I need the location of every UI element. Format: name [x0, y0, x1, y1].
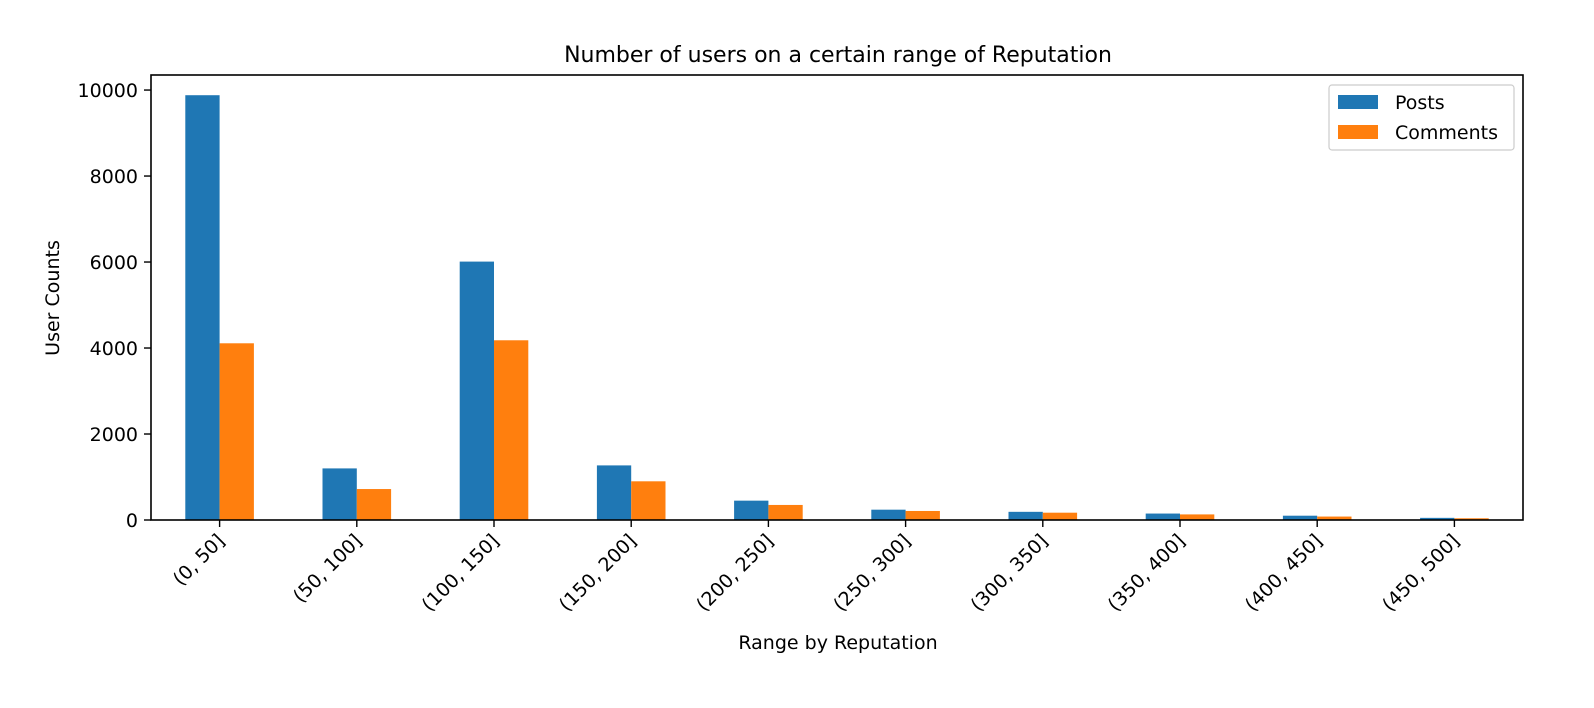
x-tick-label: (50, 100] — [289, 530, 366, 607]
bar-posts-1 — [322, 468, 357, 520]
bar-posts-3 — [596, 465, 632, 520]
bars-layer — [185, 95, 1489, 520]
bar-comments-5 — [905, 510, 940, 520]
bar-posts-7 — [1145, 513, 1180, 520]
y-tick-label: 10000 — [78, 80, 138, 102]
x-tick-label: (300, 350] — [966, 530, 1052, 616]
x-tick-label: (400, 450] — [1241, 530, 1327, 616]
chart-title: Number of users on a certain range of Re… — [564, 43, 1112, 68]
bar-posts-4 — [734, 500, 769, 520]
legend-swatch-comments — [1338, 125, 1378, 139]
x-axis: (0, 50] (50, 100] (100, 150] (150, 200] (200… — [169, 520, 1464, 616]
y-tick-label: 6000 — [90, 252, 138, 274]
y-axis: 0 2000 4000 6000 8000 10000 — [78, 80, 151, 532]
bar-comments-9 — [1454, 518, 1489, 520]
legend-label-posts: Posts — [1395, 92, 1445, 114]
x-tick-label: (100, 150] — [418, 530, 504, 616]
x-axis-title: Range by Reputation — [738, 632, 937, 654]
bar-comments-3 — [631, 481, 666, 520]
bar-comments-0 — [219, 343, 254, 520]
y-axis-title: User Counts — [42, 240, 64, 356]
bar-comments-2 — [494, 340, 529, 520]
y-tick-label: 2000 — [90, 424, 138, 446]
bar-posts-0 — [185, 95, 220, 520]
bar-posts-9 — [1420, 517, 1455, 520]
x-tick-label: (450, 500] — [1378, 530, 1464, 616]
x-tick-label: (150, 200] — [555, 530, 641, 616]
x-tick-label: (350, 400] — [1104, 530, 1190, 616]
legend: Posts Comments — [1328, 84, 1515, 151]
bar-posts-5 — [871, 509, 906, 520]
x-tick-label: (0, 50] — [169, 530, 229, 590]
legend-label-comments: Comments — [1395, 122, 1498, 144]
bar-posts-6 — [1008, 511, 1043, 520]
bar-posts-2 — [459, 261, 494, 520]
plot-frame — [150, 74, 1524, 521]
bar-comments-7 — [1180, 514, 1215, 520]
bar-comments-4 — [768, 504, 803, 520]
x-tick-label: (200, 250] — [692, 530, 778, 616]
y-tick-label: 4000 — [90, 338, 138, 360]
bar-comments-6 — [1042, 512, 1078, 520]
bar-comments-1 — [356, 489, 392, 520]
bar-comments-8 — [1317, 516, 1352, 520]
legend-swatch-posts — [1338, 95, 1378, 109]
bar-posts-8 — [1282, 515, 1318, 520]
x-tick-label: (250, 300] — [829, 530, 915, 616]
y-tick-label: 0 — [126, 510, 138, 532]
y-tick-label: 8000 — [90, 166, 138, 188]
